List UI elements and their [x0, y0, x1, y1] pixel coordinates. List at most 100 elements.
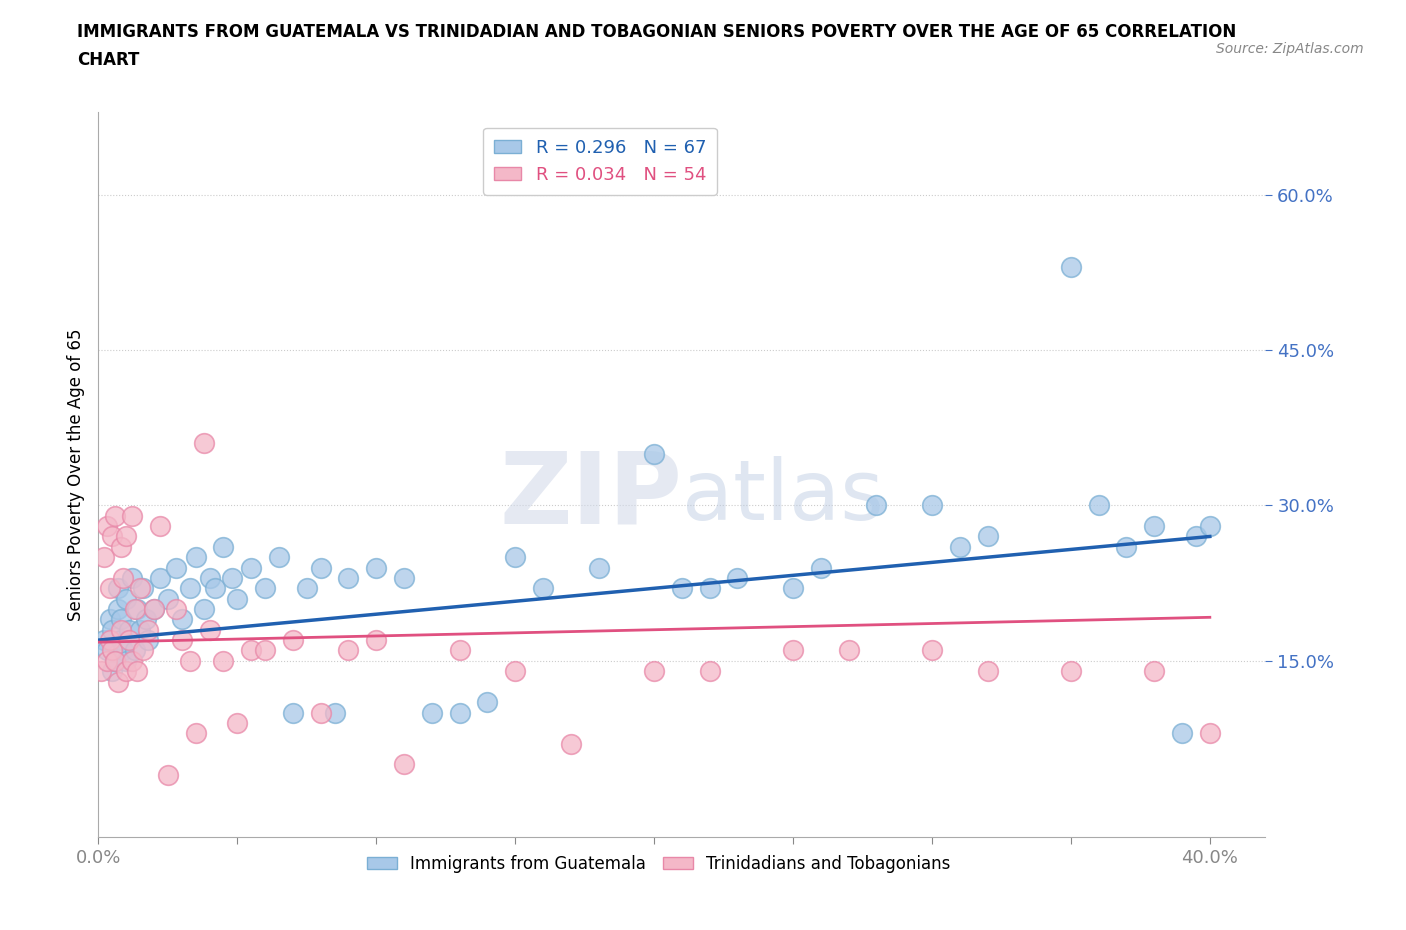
Point — [1198, 726, 1220, 741]
Point — [127, 602, 149, 617]
Point — [240, 560, 263, 575]
Point — [240, 643, 263, 658]
Point — [115, 654, 138, 669]
Point — [254, 581, 277, 596]
Legend: Immigrants from Guatemala, Trinidadians and Tobagonians: Immigrants from Guatemala, Trinidadians … — [360, 848, 957, 880]
Point — [110, 539, 132, 554]
Point — [198, 622, 221, 637]
Point — [1185, 529, 1208, 544]
Point — [96, 643, 118, 658]
Point — [93, 550, 115, 565]
Point — [135, 612, 157, 627]
Point — [124, 643, 146, 658]
Point — [309, 560, 332, 575]
Point — [337, 643, 360, 658]
Point — [104, 654, 127, 669]
Point — [212, 539, 235, 554]
Point — [295, 581, 318, 596]
Text: ZIP: ZIP — [499, 447, 682, 545]
Point — [143, 602, 166, 617]
Point — [96, 654, 118, 669]
Point — [101, 664, 124, 679]
Point — [699, 664, 721, 679]
Point — [112, 570, 135, 585]
Point — [90, 664, 112, 679]
Point — [112, 643, 135, 658]
Point — [127, 664, 149, 679]
Point — [782, 581, 804, 596]
Point — [98, 581, 121, 596]
Point — [179, 581, 201, 596]
Point — [193, 436, 215, 451]
Point — [198, 570, 221, 585]
Point — [165, 560, 187, 575]
Point — [115, 529, 138, 544]
Point — [1198, 519, 1220, 534]
Point — [148, 570, 170, 585]
Point — [810, 560, 832, 575]
Point — [838, 643, 860, 658]
Point — [107, 602, 129, 617]
Point — [110, 612, 132, 627]
Point — [921, 498, 943, 512]
Point — [281, 632, 304, 647]
Point — [121, 570, 143, 585]
Point — [560, 737, 582, 751]
Point — [976, 664, 998, 679]
Point — [254, 643, 277, 658]
Point — [179, 654, 201, 669]
Point — [1143, 664, 1166, 679]
Point — [1115, 539, 1137, 554]
Point — [671, 581, 693, 596]
Point — [110, 632, 132, 647]
Point — [129, 581, 152, 596]
Point — [98, 612, 121, 627]
Point — [366, 560, 388, 575]
Point — [226, 715, 249, 730]
Point — [143, 602, 166, 617]
Point — [366, 632, 388, 647]
Point — [309, 705, 332, 720]
Point — [699, 581, 721, 596]
Point — [156, 591, 179, 606]
Point — [1143, 519, 1166, 534]
Point — [118, 632, 141, 647]
Point — [110, 622, 132, 637]
Point — [392, 757, 415, 772]
Point — [865, 498, 887, 512]
Point — [101, 643, 124, 658]
Point — [184, 550, 207, 565]
Point — [337, 570, 360, 585]
Point — [643, 664, 665, 679]
Point — [98, 632, 121, 647]
Point — [1171, 726, 1194, 741]
Point — [449, 705, 471, 720]
Point — [392, 570, 415, 585]
Point — [267, 550, 290, 565]
Point — [156, 767, 179, 782]
Point — [132, 643, 155, 658]
Point — [93, 632, 115, 647]
Y-axis label: Seniors Poverty Over the Age of 65: Seniors Poverty Over the Age of 65 — [66, 328, 84, 620]
Point — [129, 622, 152, 637]
Point — [531, 581, 554, 596]
Point — [782, 643, 804, 658]
Point — [101, 622, 124, 637]
Point — [115, 664, 138, 679]
Point — [503, 550, 526, 565]
Point — [115, 591, 138, 606]
Text: Source: ZipAtlas.com: Source: ZipAtlas.com — [1216, 42, 1364, 56]
Text: atlas: atlas — [682, 456, 883, 537]
Point — [184, 726, 207, 741]
Point — [138, 632, 160, 647]
Point — [193, 602, 215, 617]
Point — [588, 560, 610, 575]
Point — [132, 581, 155, 596]
Point — [107, 581, 129, 596]
Point — [204, 581, 226, 596]
Point — [503, 664, 526, 679]
Point — [323, 705, 346, 720]
Point — [949, 539, 972, 554]
Point — [138, 622, 160, 637]
Point — [1060, 664, 1083, 679]
